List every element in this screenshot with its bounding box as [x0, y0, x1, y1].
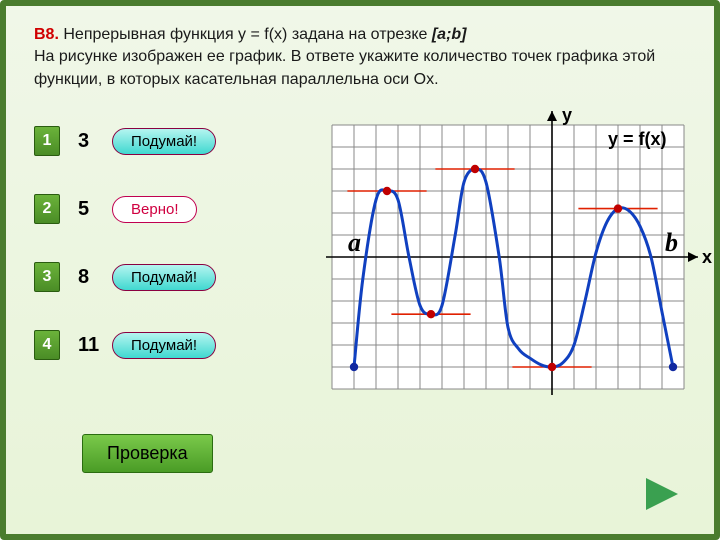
option-value: 3: [78, 130, 112, 153]
question-prefix: В8.: [34, 26, 59, 43]
option-value: 8: [78, 266, 112, 289]
endpoint: [669, 363, 677, 371]
options-panel: 1 3 Подумай! 2 5 Верно! 3 8 Подумай! 4 1…: [34, 121, 294, 393]
slide: В8. Непрерывная функция y = f(x) задана …: [0, 0, 720, 540]
y-axis-label: y: [562, 105, 572, 125]
option-badge-1[interactable]: 1: [34, 126, 60, 156]
option-row: 2 5 Верно!: [34, 189, 294, 229]
option-value: 11: [78, 334, 112, 357]
b-label: b: [665, 228, 678, 257]
option-row: 3 8 Подумай!: [34, 257, 294, 297]
content-area: 1 3 Подумай! 2 5 Верно! 3 8 Подумай! 4 1…: [34, 121, 686, 461]
option-badge-4[interactable]: 4: [34, 330, 60, 360]
feedback-bubble: Верно!: [112, 196, 197, 223]
endpoint: [350, 363, 358, 371]
extremum-point: [614, 205, 622, 213]
feedback-bubble: Подумай!: [112, 128, 216, 155]
option-badge-3[interactable]: 3: [34, 262, 60, 292]
option-row: 4 11 Подумай!: [34, 325, 294, 365]
question-text: В8. Непрерывная функция y = f(x) задана …: [34, 24, 686, 91]
check-button[interactable]: Проверка: [82, 434, 213, 473]
a-label: a: [348, 228, 361, 257]
question-line1: Непрерывная функция y = f(x) задана на о…: [63, 26, 431, 43]
function-chart: y x y = f(x) a b: [302, 105, 720, 415]
feedback-bubble: Подумай!: [112, 264, 216, 291]
question-line2: На рисунке изображен ее график. В ответе…: [34, 48, 655, 87]
extremum-point: [471, 165, 479, 173]
feedback-bubble: Подумай!: [112, 332, 216, 359]
extremum-point: [427, 310, 435, 318]
question-interval: [a;b]: [432, 26, 467, 43]
option-value: 5: [78, 198, 112, 221]
extremum-point: [548, 363, 556, 371]
x-axis-label: x: [702, 247, 712, 267]
next-icon[interactable]: [640, 472, 684, 516]
option-badge-2[interactable]: 2: [34, 194, 60, 224]
func-label: y = f(x): [608, 129, 667, 149]
option-row: 1 3 Подумай!: [34, 121, 294, 161]
extremum-point: [383, 187, 391, 195]
